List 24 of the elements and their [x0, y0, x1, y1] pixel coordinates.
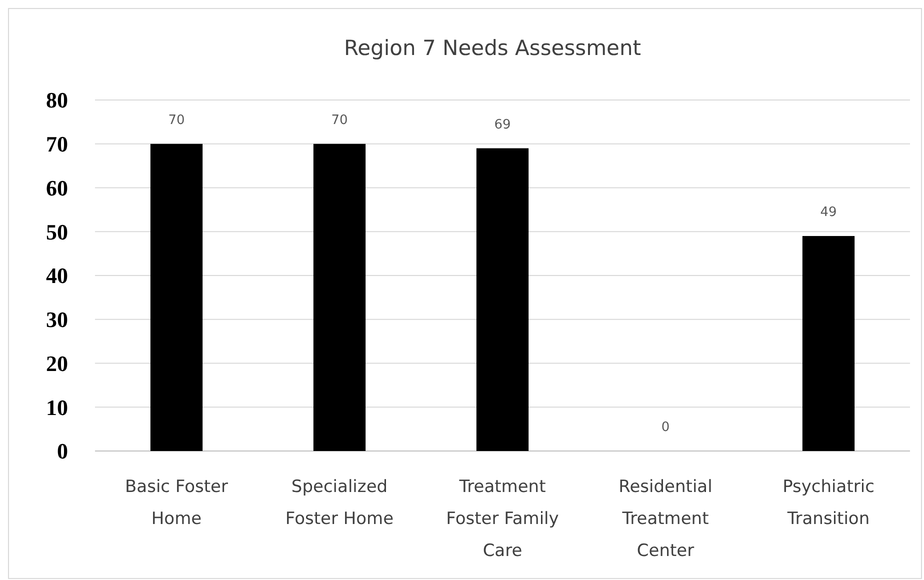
y-tick-label: 70	[46, 132, 68, 157]
bar	[802, 236, 855, 451]
data-label: 49	[820, 205, 837, 220]
data-label: 70	[331, 112, 348, 128]
chart-title: Region 7 Needs Assessment	[344, 36, 642, 60]
data-label: 69	[494, 117, 511, 132]
y-tick-label: 0	[57, 438, 68, 464]
y-tick-label: 50	[46, 219, 68, 244]
x-tick-label: Specialized Foster Home	[285, 477, 394, 529]
bar	[313, 144, 366, 451]
data-label: 70	[168, 112, 185, 128]
x-tick-label: Psychiatric Transition	[782, 477, 874, 529]
y-tick-label: 80	[46, 88, 68, 113]
y-tick-label: 60	[46, 175, 68, 200]
y-tick-label: 40	[46, 263, 68, 288]
bar	[476, 148, 529, 451]
x-tick-label: Treatment Foster Family Care	[446, 477, 559, 561]
y-tick-label: 30	[46, 307, 68, 332]
data-label: 0	[661, 420, 670, 435]
y-tick-label: 20	[46, 350, 68, 376]
x-tick-label: Basic Foster Home	[125, 477, 228, 529]
x-tick-label: Residential Treatment Center	[618, 477, 712, 561]
bar	[150, 144, 203, 451]
y-tick-label: 10	[46, 394, 68, 420]
